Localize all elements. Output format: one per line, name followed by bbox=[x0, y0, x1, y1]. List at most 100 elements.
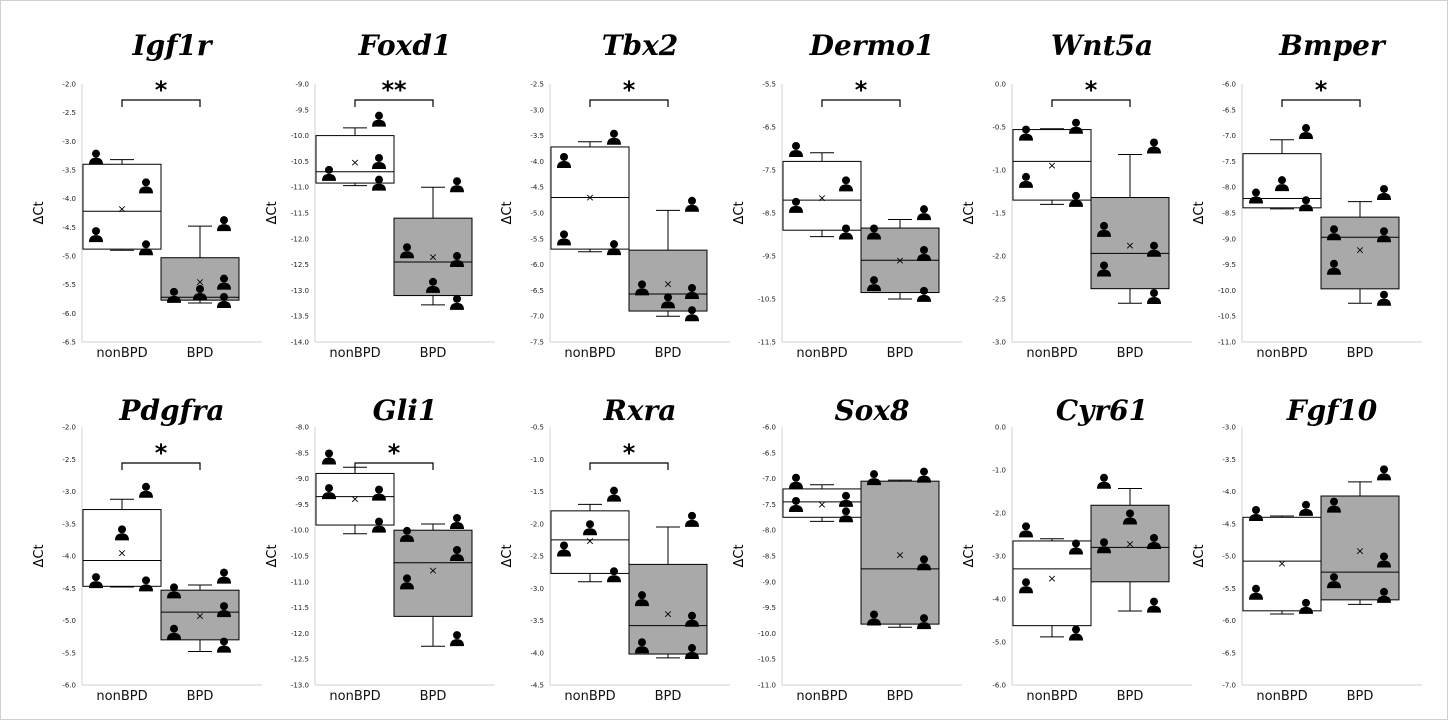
data-point-head bbox=[118, 525, 126, 534]
y-tick-label: -6.5 bbox=[62, 339, 76, 347]
y-tick-label: -2.0 bbox=[992, 253, 1006, 261]
data-point bbox=[839, 491, 853, 507]
y-tick-label: -2.0 bbox=[62, 81, 76, 89]
y-tick-label: -6.5 bbox=[1222, 106, 1236, 114]
data-point-head bbox=[792, 473, 800, 482]
data-point-head bbox=[560, 152, 568, 161]
y-tick-label: -0.5 bbox=[530, 424, 544, 432]
box-nonbpd bbox=[782, 160, 862, 231]
y-tick-label: -4.0 bbox=[1222, 488, 1236, 496]
data-point-body bbox=[1377, 560, 1391, 568]
significance-bracket bbox=[121, 99, 201, 107]
data-point bbox=[426, 277, 440, 293]
y-tick-label: -5.5 bbox=[62, 281, 76, 289]
significance-bracket bbox=[589, 462, 669, 470]
data-point bbox=[685, 196, 699, 212]
chart-panel-sox8: Sox8 -6.0 -6.5 -7.0 -7.5 -8.0 -8.5 -9.0 -9.5 -10.… bbox=[732, 394, 962, 704]
y-tick-label: -7.5 bbox=[1222, 158, 1236, 166]
data-point-body bbox=[450, 302, 464, 310]
panel-title: Tbx2 bbox=[602, 29, 679, 62]
data-point-head bbox=[1330, 573, 1338, 582]
y-tick-label: -9.0 bbox=[1222, 235, 1236, 243]
data-point-head bbox=[92, 573, 100, 582]
mean-marker: × bbox=[117, 546, 126, 559]
mean-marker: × bbox=[817, 498, 826, 511]
data-point-head bbox=[403, 574, 411, 583]
y-tick-label: -10.0 bbox=[1218, 287, 1236, 295]
y-tick-label: -4.5 bbox=[62, 224, 76, 232]
significance-bracket bbox=[121, 462, 201, 470]
panel-title: Bmper bbox=[1278, 29, 1387, 62]
data-point-head bbox=[638, 638, 646, 647]
y-tick-label: -9.0 bbox=[295, 475, 309, 483]
data-point-head bbox=[1022, 578, 1030, 587]
data-point-head bbox=[1278, 176, 1286, 185]
x-category-label: BPD bbox=[655, 346, 682, 361]
y-tick-label: -3.0 bbox=[530, 106, 544, 114]
data-point bbox=[789, 141, 803, 157]
data-point-head bbox=[220, 274, 228, 283]
data-point-head bbox=[586, 520, 594, 529]
data-point-body bbox=[1299, 606, 1313, 614]
data-point-body bbox=[167, 591, 181, 599]
data-point-body bbox=[1249, 592, 1263, 600]
y-tick-label: -7.0 bbox=[1222, 132, 1236, 140]
data-point-head bbox=[375, 485, 383, 494]
data-point-body bbox=[685, 292, 699, 300]
data-point-head bbox=[403, 243, 411, 252]
panel-title: Igf1r bbox=[132, 29, 214, 62]
data-point-body bbox=[839, 499, 853, 507]
data-point-body bbox=[917, 563, 931, 571]
data-point-head bbox=[638, 591, 646, 600]
data-point bbox=[1019, 522, 1033, 538]
data-point bbox=[685, 511, 699, 527]
panel-title: Pdgfra bbox=[118, 394, 224, 427]
y-tick-label: -6.0 bbox=[530, 261, 544, 269]
data-point-head bbox=[560, 541, 568, 550]
y-tick-label: -4.5 bbox=[530, 184, 544, 192]
y-tick-label: -3.5 bbox=[530, 132, 544, 140]
data-point bbox=[685, 611, 699, 627]
data-point bbox=[1147, 138, 1161, 154]
y-tick-label: -6.5 bbox=[762, 449, 776, 457]
y-tick-label: -11.0 bbox=[758, 682, 776, 690]
data-point bbox=[557, 541, 571, 557]
x-category-label: nonBPD bbox=[329, 346, 380, 361]
y-tick-label: -5.5 bbox=[762, 81, 776, 89]
data-point bbox=[917, 555, 931, 571]
data-point-body bbox=[557, 549, 571, 557]
mean-marker: × bbox=[1355, 544, 1364, 557]
y-tick-label: -14.0 bbox=[291, 339, 309, 347]
data-point-body bbox=[139, 186, 153, 194]
data-point bbox=[450, 546, 464, 561]
data-point bbox=[139, 240, 153, 256]
data-point-body bbox=[1069, 126, 1083, 134]
data-point-body bbox=[1377, 473, 1391, 481]
data-point-body bbox=[450, 522, 464, 530]
y-tick-label: -6.0 bbox=[1222, 617, 1236, 625]
y-tick-label: -5.5 bbox=[62, 649, 76, 657]
y-tick-label: -4.0 bbox=[530, 158, 544, 166]
data-point-body bbox=[426, 285, 440, 293]
y-axis-label: ΔCt bbox=[1192, 544, 1207, 567]
data-point-body bbox=[1019, 586, 1033, 594]
data-point-head bbox=[1380, 290, 1388, 299]
x-category-label: BPD bbox=[187, 689, 214, 704]
data-point-body bbox=[1019, 180, 1033, 188]
y-tick-label: -1.5 bbox=[530, 488, 544, 496]
data-point bbox=[322, 449, 336, 465]
y-tick-label: -10.5 bbox=[291, 553, 309, 561]
y-tick-label: -10.5 bbox=[758, 656, 776, 664]
data-point bbox=[1097, 261, 1111, 277]
data-point bbox=[917, 467, 931, 483]
data-point bbox=[1377, 552, 1391, 568]
y-tick-label: -3.0 bbox=[1222, 424, 1236, 432]
data-point-head bbox=[1302, 196, 1310, 205]
y-axis-label: ΔCt bbox=[1192, 201, 1207, 224]
data-point-body bbox=[607, 248, 621, 256]
data-point-head bbox=[1150, 241, 1158, 250]
y-tick-label: -3.0 bbox=[530, 585, 544, 593]
significance-label: * bbox=[855, 76, 868, 104]
data-point bbox=[372, 111, 386, 127]
data-point-body bbox=[917, 254, 931, 261]
